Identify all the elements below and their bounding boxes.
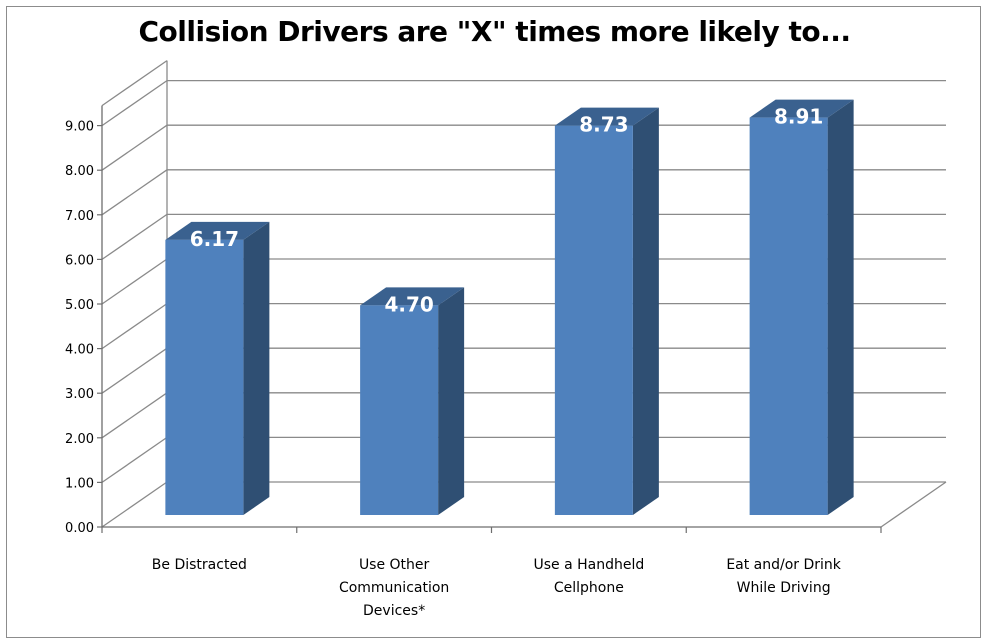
data-label: 8.91 <box>774 105 823 129</box>
bar-side <box>243 221 270 515</box>
gridline-depth <box>101 392 168 439</box>
bar-top <box>554 107 659 126</box>
data-label: 6.17 <box>190 227 239 251</box>
bar-chart: 0.00 1.00 2.00 3.00 4.00 5.00 6.00 7.00 8.00 9.00… <box>65 60 947 619</box>
gridline-depth <box>101 258 168 305</box>
y-tick-label: 1.00 <box>65 476 94 491</box>
gridline-depth <box>101 213 168 260</box>
y-tick-label: 5.00 <box>65 298 94 313</box>
bar-side <box>438 287 465 515</box>
bar-side <box>632 107 659 515</box>
category-label: Eat and/or Drink <box>726 557 841 573</box>
bar <box>554 125 633 515</box>
y-tick-label: 3.00 <box>65 387 94 402</box>
category-label: Cellphone <box>554 580 624 596</box>
y-tick-label: 2.00 <box>65 432 94 447</box>
gridline-depth <box>101 481 168 528</box>
y-tick-label: 0.00 <box>65 521 94 536</box>
bar <box>165 239 244 515</box>
gridline-depth <box>101 303 168 350</box>
bar-top <box>165 221 270 240</box>
data-label: 4.70 <box>384 292 433 316</box>
category-label: Communication <box>339 580 449 596</box>
category-label: While Driving <box>737 580 831 596</box>
y-tick-label: 7.00 <box>65 209 94 224</box>
bar-side <box>827 99 854 515</box>
bar <box>749 117 828 515</box>
gridline-depth <box>101 436 168 483</box>
side-wall-top <box>101 60 168 107</box>
category-label: Use Other <box>359 557 430 573</box>
bar <box>360 305 439 515</box>
gridline-depth <box>101 80 168 127</box>
bar-top <box>360 287 465 306</box>
chart-title: Collision Drivers are "X" times more lik… <box>138 15 851 48</box>
category-label: Be Distracted <box>152 557 247 573</box>
category-label: Devices* <box>363 603 425 619</box>
bar-top <box>749 99 854 118</box>
floor-right-edge <box>880 481 947 528</box>
gridline-depth <box>101 347 168 394</box>
category-label: Use a Handheld <box>533 557 644 573</box>
gridline-depth <box>101 169 168 216</box>
chart-frame: Collision Drivers are "X" times more lik… <box>6 6 981 638</box>
y-tick-label: 6.00 <box>65 253 94 268</box>
gridline-depth <box>101 124 168 171</box>
y-tick-label: 4.00 <box>65 343 94 358</box>
y-tick-label: 9.00 <box>65 120 94 135</box>
data-label: 8.73 <box>579 113 628 137</box>
y-tick-label: 8.00 <box>65 164 94 179</box>
